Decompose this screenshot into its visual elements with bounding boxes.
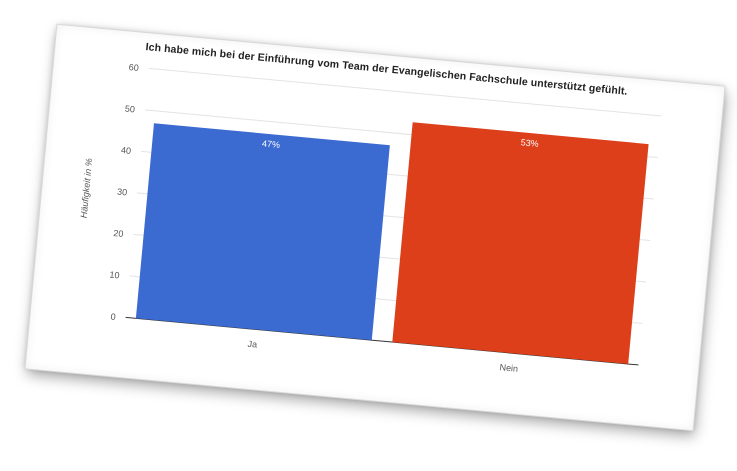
y-axis-label: Häufigkeit in % bbox=[79, 158, 95, 219]
bar-chart: 0 10 20 30 40 50 60 Häufigkeit in % 47% Ja 53% Nein bbox=[79, 62, 662, 374]
x-category-label: Ja bbox=[247, 339, 257, 350]
y-tick-label: 40 bbox=[121, 145, 132, 156]
y-tick-label: 50 bbox=[124, 104, 135, 115]
bars bbox=[135, 122, 649, 364]
bar-nein bbox=[392, 122, 649, 364]
data-label: 47% bbox=[262, 138, 281, 150]
y-tick-label: 20 bbox=[113, 228, 124, 239]
x-category-label: Nein bbox=[499, 362, 518, 374]
chart-paper: Ich habe mich bei der Einführung vom Tea… bbox=[25, 24, 725, 431]
y-tick-label: 0 bbox=[110, 311, 116, 321]
bar-ja bbox=[135, 123, 390, 341]
gridline bbox=[148, 67, 662, 117]
y-tick-label: 60 bbox=[128, 62, 139, 73]
data-label: 53% bbox=[520, 137, 539, 149]
y-tick-label: 10 bbox=[109, 270, 120, 281]
y-tick-label: 30 bbox=[117, 187, 128, 198]
